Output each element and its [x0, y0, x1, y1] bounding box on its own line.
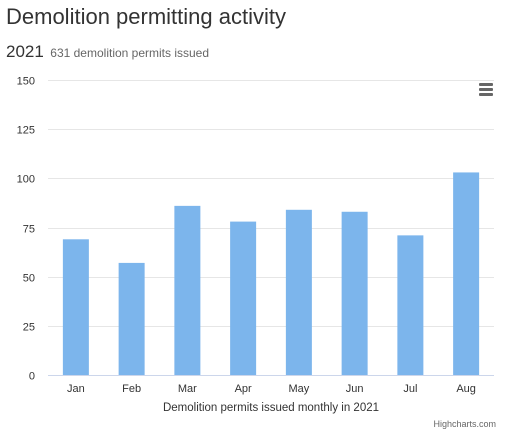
x-tick-label: May — [288, 383, 309, 395]
y-tick-label: 0 — [29, 371, 35, 383]
bar-chart: 0 25 50 75 100 125 150 Jan Feb Mar Apr May Jun Jul Aug… — [17, 76, 494, 414]
bar-jul[interactable] — [397, 235, 424, 375]
x-tick-label: Jun — [346, 383, 364, 395]
bar-may[interactable] — [285, 209, 312, 375]
x-tick-label: Jan — [67, 383, 85, 395]
bar-feb[interactable] — [118, 262, 145, 375]
y-tick-label: 100 — [17, 174, 35, 186]
chart-container: 0 25 50 75 100 125 150 Jan Feb Mar Apr May Jun Jul Aug… — [0, 64, 506, 439]
bars — [62, 172, 480, 375]
y-tick-label: 125 — [17, 125, 35, 137]
x-tick-label: Mar — [178, 383, 197, 395]
chart-menu-button[interactable] — [476, 80, 496, 98]
x-tick-label: Feb — [122, 383, 141, 395]
bar-mar[interactable] — [174, 205, 201, 375]
x-tick-label: Aug — [456, 383, 476, 395]
axes: 0 25 50 75 100 125 150 Jan Feb Mar Apr May Jun Jul Aug — [17, 76, 494, 395]
bar-jan[interactable] — [62, 239, 89, 375]
x-tick-label: Jul — [403, 383, 417, 395]
x-axis-title: Demolition permits issued monthly in 202… — [163, 402, 379, 414]
bar-aug[interactable] — [453, 172, 480, 375]
year-label: 2021 — [6, 42, 44, 61]
bar-apr[interactable] — [230, 221, 257, 375]
page-title: Demolition permitting activity — [6, 4, 286, 29]
permits-summary: 631 demolition permits issued — [50, 46, 210, 60]
grid-lines — [48, 80, 494, 327]
y-tick-label: 25 — [23, 322, 35, 334]
chart-subtitle: 2021 631 demolition permits issued — [6, 42, 209, 62]
y-tick-label: 150 — [17, 76, 35, 88]
credits-link[interactable]: Highcharts.com — [433, 419, 496, 429]
bar-jun[interactable] — [341, 211, 368, 375]
x-tick-label: Apr — [235, 383, 252, 395]
y-tick-label: 75 — [23, 224, 35, 236]
y-tick-label: 50 — [23, 273, 35, 285]
